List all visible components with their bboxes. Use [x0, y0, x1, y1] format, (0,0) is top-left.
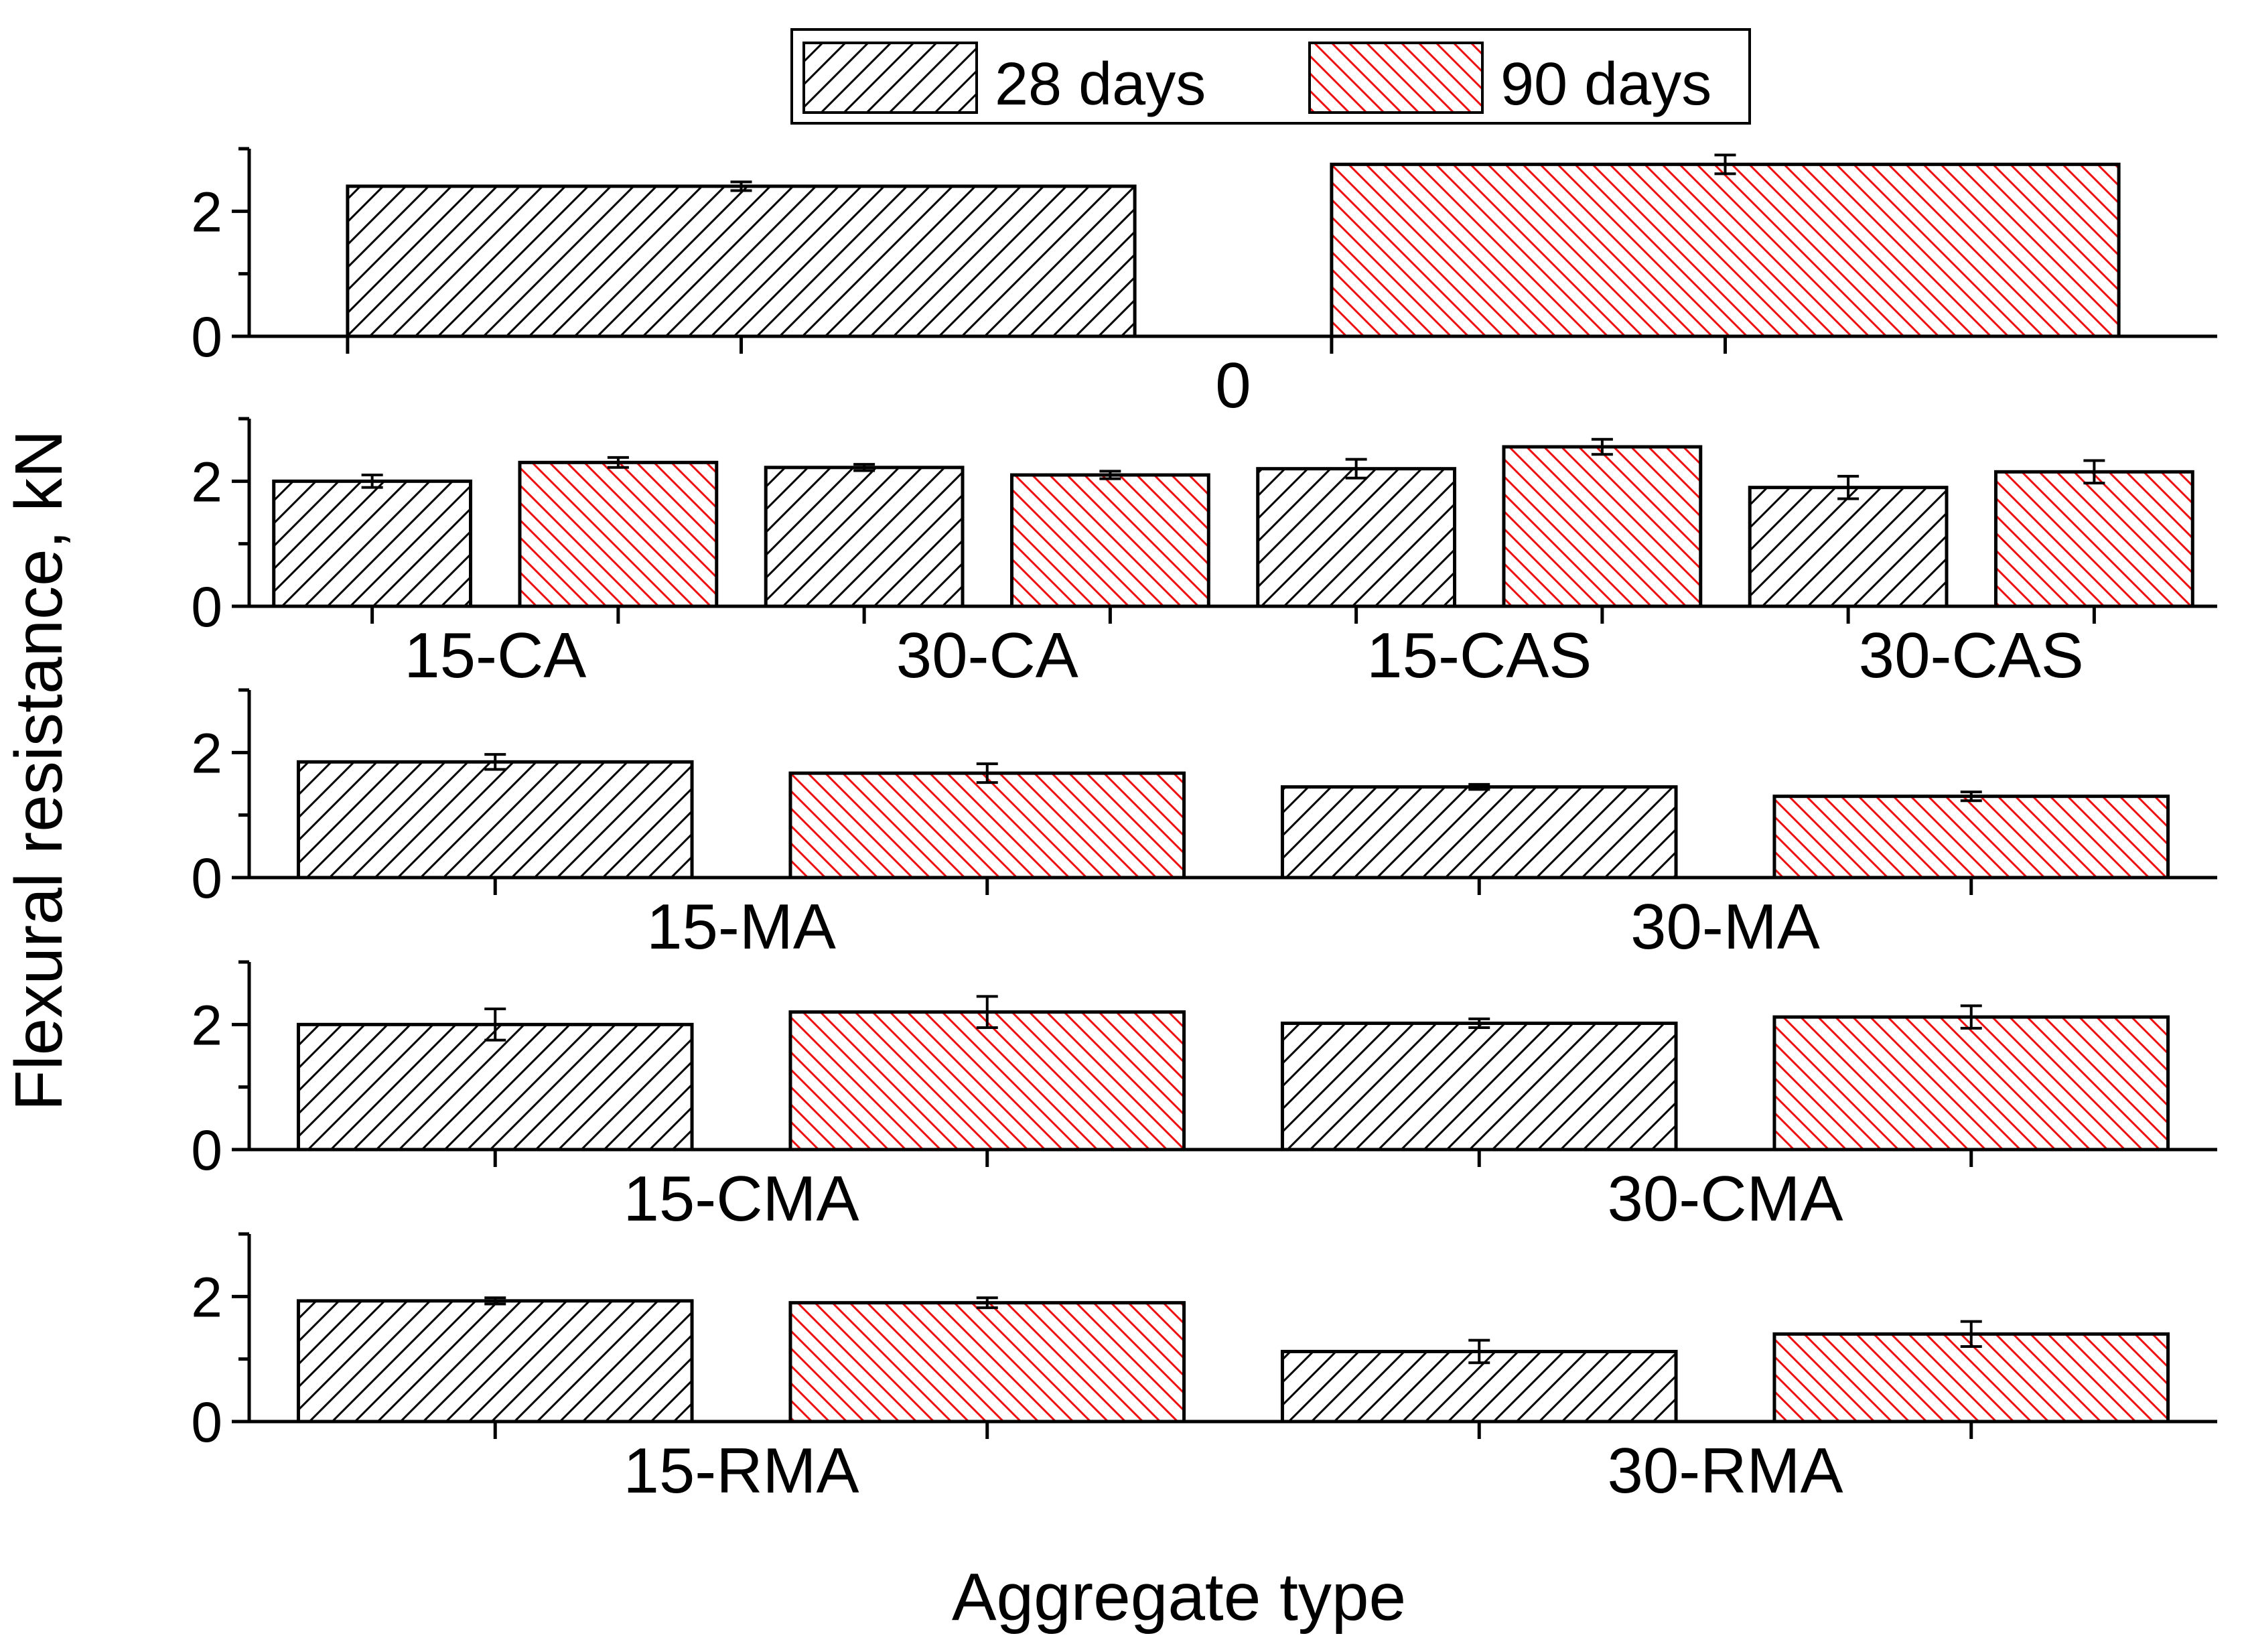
legend-swatch-28-days — [802, 42, 978, 114]
bar-0-90-days — [1330, 162, 2121, 338]
y-tick-label: 2 — [191, 721, 222, 784]
bar-15-cas-28-days — [1256, 467, 1457, 608]
y-tick-label: 0 — [191, 305, 222, 368]
bar-15-ca-90-days — [518, 460, 719, 608]
legend-swatch-90-days — [1308, 42, 1484, 114]
category-label-15-ca: 15-CA — [404, 620, 586, 691]
y-tick-label: 0 — [191, 1391, 222, 1454]
category-label-15-cma: 15-CMA — [623, 1163, 859, 1235]
panel-3: 0 2 15-MA 30-MA — [191, 688, 2217, 963]
y-axis-title: Flexural resistance, kN — [1, 430, 76, 1111]
category-label-30-ca: 30-CA — [896, 620, 1078, 691]
y-tick-label: 0 — [191, 1119, 222, 1182]
panel-2: 0 2 15-CA 30-CA 15-CAS 30-CAS — [191, 417, 2217, 691]
bar-30-cma-28-days — [1280, 1021, 1678, 1152]
bar-15-cma-90-days — [788, 1010, 1186, 1152]
y-tick-label: 2 — [191, 450, 222, 513]
panel-4: 0 2 15-CMA 30-CMA — [191, 960, 2217, 1235]
bar-15-cma-28-days — [296, 1022, 694, 1152]
y-tick-label: 2 — [191, 180, 222, 243]
category-label-15-ma: 15-MA — [646, 891, 836, 963]
bar-15-rma-28-days — [296, 1299, 694, 1424]
bar-15-cas-90-days — [1502, 445, 1703, 608]
category-label-30-rma: 30-RMA — [1607, 1435, 1843, 1507]
legend-label-90-days: 90 days — [1500, 51, 1711, 118]
bar-30-ma-90-days — [1772, 795, 2170, 880]
y-tick-label: 2 — [191, 1265, 222, 1328]
bar-30-ca-90-days — [1009, 473, 1210, 608]
legend-label-28-days: 28 days — [995, 51, 1206, 118]
category-label-15-rma: 15-RMA — [623, 1435, 859, 1507]
x-axis-title: Aggregate type — [952, 1560, 1406, 1635]
bar-30-cas-90-days — [1993, 470, 2194, 608]
bar-30-ca-28-days — [764, 466, 965, 608]
bar-15-ma-28-days — [296, 760, 694, 880]
y-tick-label: 2 — [191, 993, 222, 1056]
bar-0-28-days — [346, 184, 1137, 338]
category-label-30-cma: 30-CMA — [1607, 1163, 1843, 1235]
y-tick-label: 0 — [191, 575, 222, 638]
category-label-30-cas: 30-CAS — [1859, 620, 2084, 691]
bar-15-rma-90-days — [788, 1301, 1186, 1424]
bar-30-ma-28-days — [1280, 785, 1678, 880]
category-label-15-cas: 15-CAS — [1366, 620, 1592, 691]
y-tick-label: 0 — [191, 847, 222, 910]
category-label-0: 0 — [1215, 350, 1251, 421]
panel-1: 0 2 0 — [191, 147, 2217, 421]
bar-30-cas-28-days — [1748, 486, 1949, 608]
legend: 28 days 90 days — [790, 28, 1751, 125]
panel-5: 0 2 15-RMA 30-RMA — [191, 1232, 2217, 1507]
bar-30-rma-90-days — [1772, 1332, 2170, 1424]
category-label-30-ma: 30-MA — [1630, 891, 1820, 963]
bar-30-cma-90-days — [1772, 1015, 2170, 1152]
bar-15-ca-28-days — [272, 479, 473, 608]
bar-15-ma-90-days — [788, 771, 1186, 880]
